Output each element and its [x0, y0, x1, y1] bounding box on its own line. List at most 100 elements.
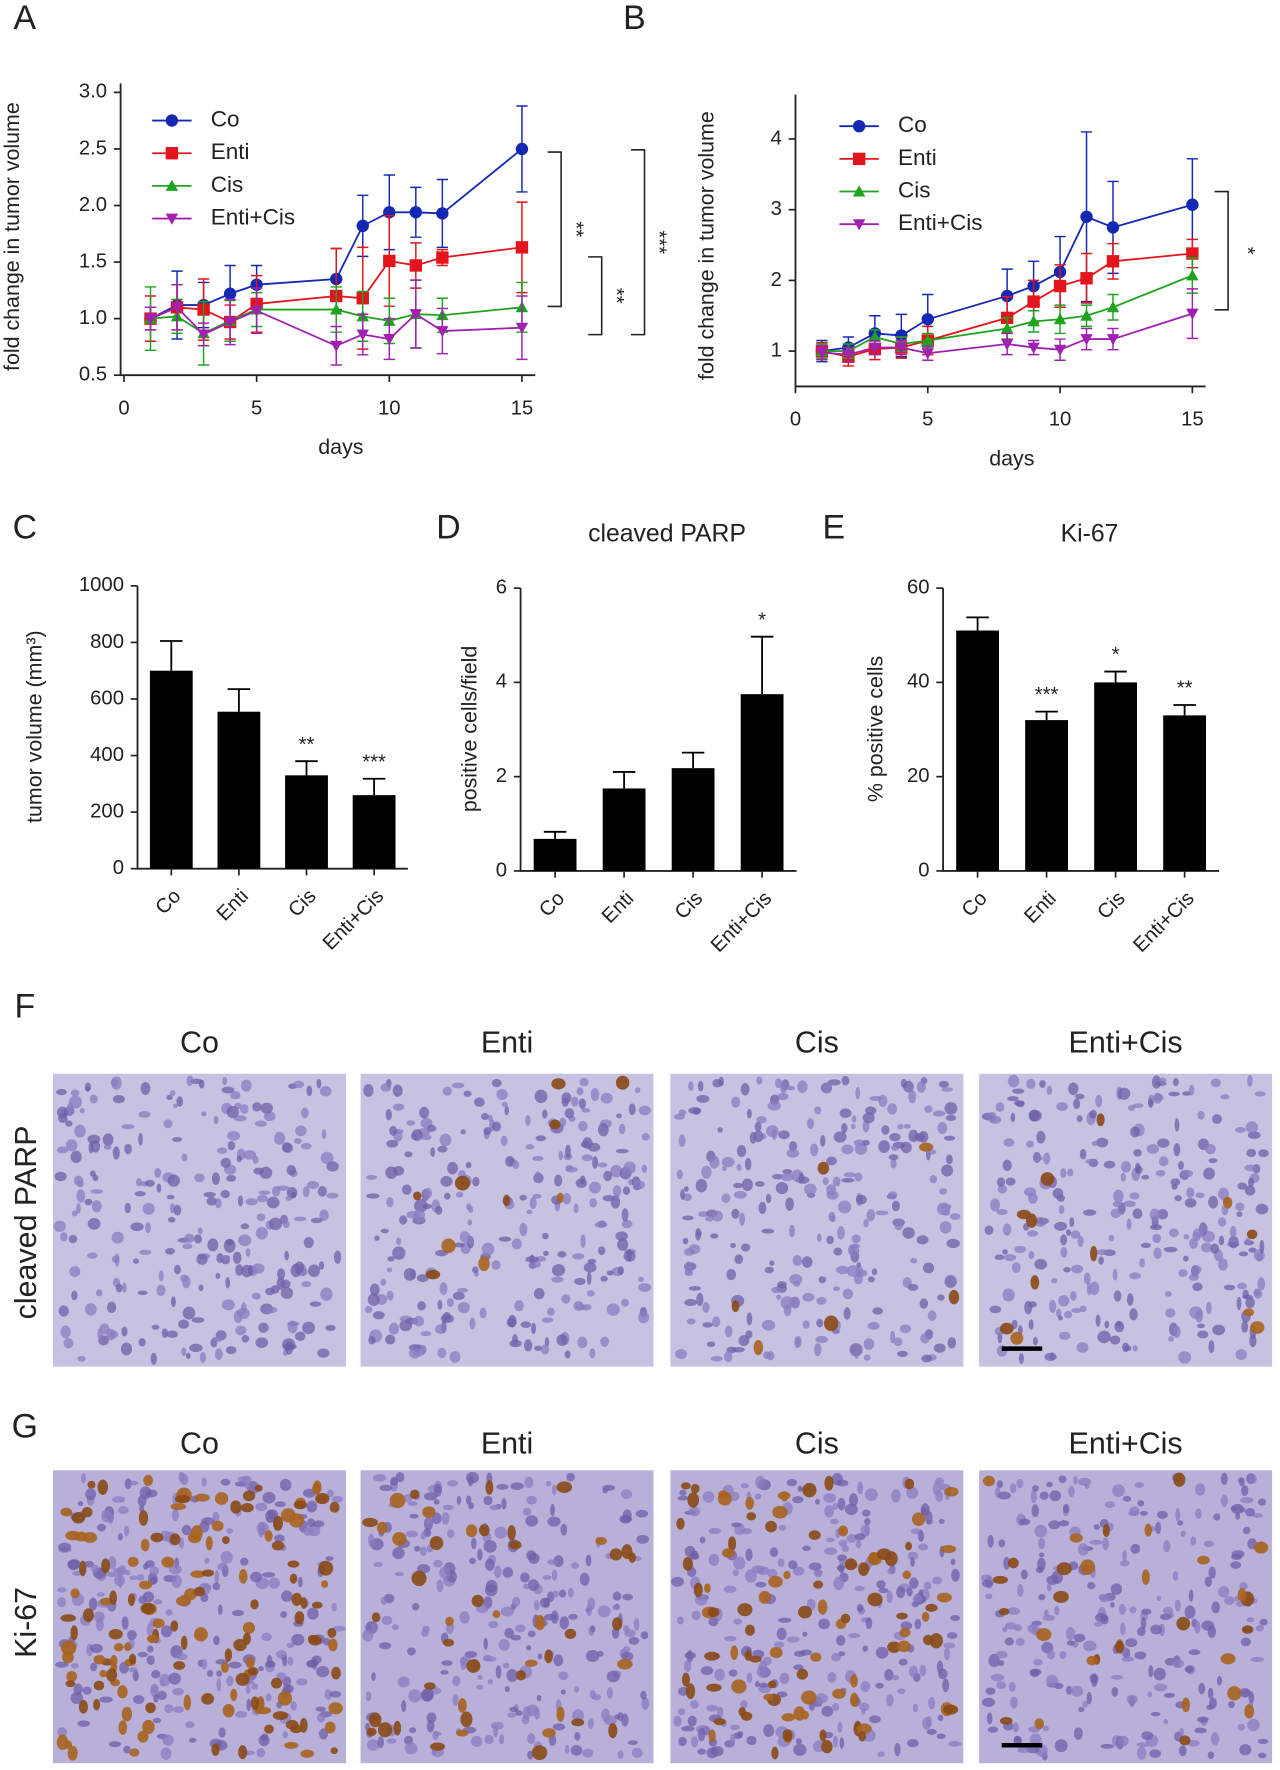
- nucleus: [161, 1328, 168, 1339]
- nucleus: [1147, 1098, 1154, 1108]
- stained-nucleus: [460, 1711, 473, 1728]
- nucleus: [1112, 1201, 1122, 1208]
- nucleus: [1015, 1100, 1025, 1108]
- nucleus: [581, 1154, 594, 1162]
- nucleus: [792, 1255, 803, 1266]
- nucleus: [173, 1204, 182, 1216]
- stained-nucleus: [706, 1683, 722, 1692]
- nucleus: [84, 1198, 93, 1206]
- nucleus: [833, 1576, 845, 1591]
- nucleus: [737, 1731, 744, 1738]
- nucleus: [984, 1225, 994, 1235]
- nucleus: [741, 1178, 753, 1192]
- nucleus: [1207, 1751, 1215, 1760]
- nucleus: [897, 1350, 909, 1357]
- nucleus: [474, 1097, 485, 1107]
- nucleus: [302, 1186, 310, 1198]
- nucleus: [677, 1495, 690, 1501]
- nucleus: [926, 1728, 937, 1735]
- x-tick-label: 5: [922, 409, 933, 431]
- nucleus: [523, 1583, 530, 1590]
- stained-nucleus: [113, 1642, 124, 1652]
- nucleus: [89, 1643, 103, 1653]
- nucleus: [641, 1697, 650, 1710]
- nucleus: [389, 1125, 397, 1136]
- nucleus: [1158, 1156, 1169, 1167]
- nucleus: [561, 1092, 572, 1104]
- nucleus: [506, 1668, 518, 1683]
- nucleus: [823, 1492, 837, 1503]
- nucleus: [872, 1307, 883, 1315]
- nucleus: [1071, 1307, 1082, 1314]
- stained-nucleus: [214, 1492, 229, 1505]
- nucleus: [87, 1252, 98, 1259]
- nucleus: [309, 1301, 322, 1307]
- nucleus: [1132, 1208, 1143, 1220]
- panel-letter: F: [15, 987, 36, 1025]
- nucleus: [447, 1480, 459, 1487]
- nucleus: [894, 1742, 901, 1757]
- stained-nucleus: [193, 1586, 206, 1597]
- nucleus: [597, 1162, 608, 1168]
- significance-bracket: [588, 256, 603, 336]
- y-tick-label: 200: [90, 800, 124, 822]
- x-tick-label: Co: [152, 885, 186, 919]
- nucleus: [550, 1504, 555, 1517]
- nucleus: [1037, 1537, 1046, 1550]
- nucleus: [1140, 1617, 1147, 1630]
- nucleus: [139, 1486, 152, 1500]
- nucleus: [602, 1484, 616, 1491]
- nucleus: [294, 1261, 305, 1274]
- nucleus: [500, 1606, 515, 1617]
- nucleus: [1039, 1080, 1046, 1088]
- nucleus: [779, 1672, 790, 1685]
- nucleus: [256, 1213, 266, 1222]
- marker: [1053, 313, 1067, 325]
- nucleus: [1120, 1172, 1126, 1182]
- nucleus: [1073, 1633, 1086, 1643]
- nucleus: [884, 1668, 894, 1681]
- stained-nucleus: [749, 1655, 762, 1663]
- nucleus: [532, 1155, 544, 1162]
- nucleus: [174, 1264, 181, 1275]
- stained-nucleus: [140, 1602, 156, 1615]
- nucleus: [543, 1613, 557, 1621]
- nucleus: [175, 1653, 188, 1661]
- x-axis-label: days: [318, 435, 363, 459]
- nucleus: [826, 1537, 835, 1543]
- nucleus: [1130, 1543, 1141, 1554]
- nucleus: [1194, 1483, 1206, 1496]
- nucleus: [1058, 1331, 1071, 1340]
- nucleus: [793, 1743, 807, 1756]
- marker: [1186, 269, 1199, 281]
- stained-nucleus: [905, 1541, 913, 1551]
- nucleus: [401, 1184, 412, 1195]
- nucleus: [455, 1191, 464, 1198]
- marker: [1000, 339, 1014, 351]
- nucleus: [701, 1165, 712, 1179]
- nucleus: [456, 1288, 469, 1293]
- nucleus: [395, 1472, 405, 1483]
- nucleus: [180, 1274, 189, 1282]
- nucleus: [939, 1188, 948, 1195]
- stained-nucleus: [128, 1653, 137, 1665]
- nucleus: [477, 1674, 483, 1680]
- nucleus: [733, 1182, 744, 1189]
- nucleus: [853, 1273, 863, 1285]
- x-tick-label: Cis: [284, 885, 320, 921]
- nucleus: [1139, 1511, 1148, 1516]
- nucleus: [1060, 1234, 1068, 1246]
- nucleus: [1228, 1700, 1235, 1709]
- nucleus: [371, 1672, 376, 1681]
- nucleus: [795, 1738, 803, 1745]
- nucleus: [552, 1723, 566, 1731]
- stained-nucleus: [707, 1607, 720, 1618]
- nucleus: [818, 1618, 830, 1630]
- stained-nucleus: [687, 1492, 700, 1508]
- nucleus: [466, 1203, 472, 1211]
- marker: [409, 259, 423, 272]
- nucleus: [820, 1134, 826, 1147]
- nucleus: [508, 1314, 517, 1328]
- stained-nucleus: [768, 1575, 783, 1588]
- bar: [149, 670, 193, 869]
